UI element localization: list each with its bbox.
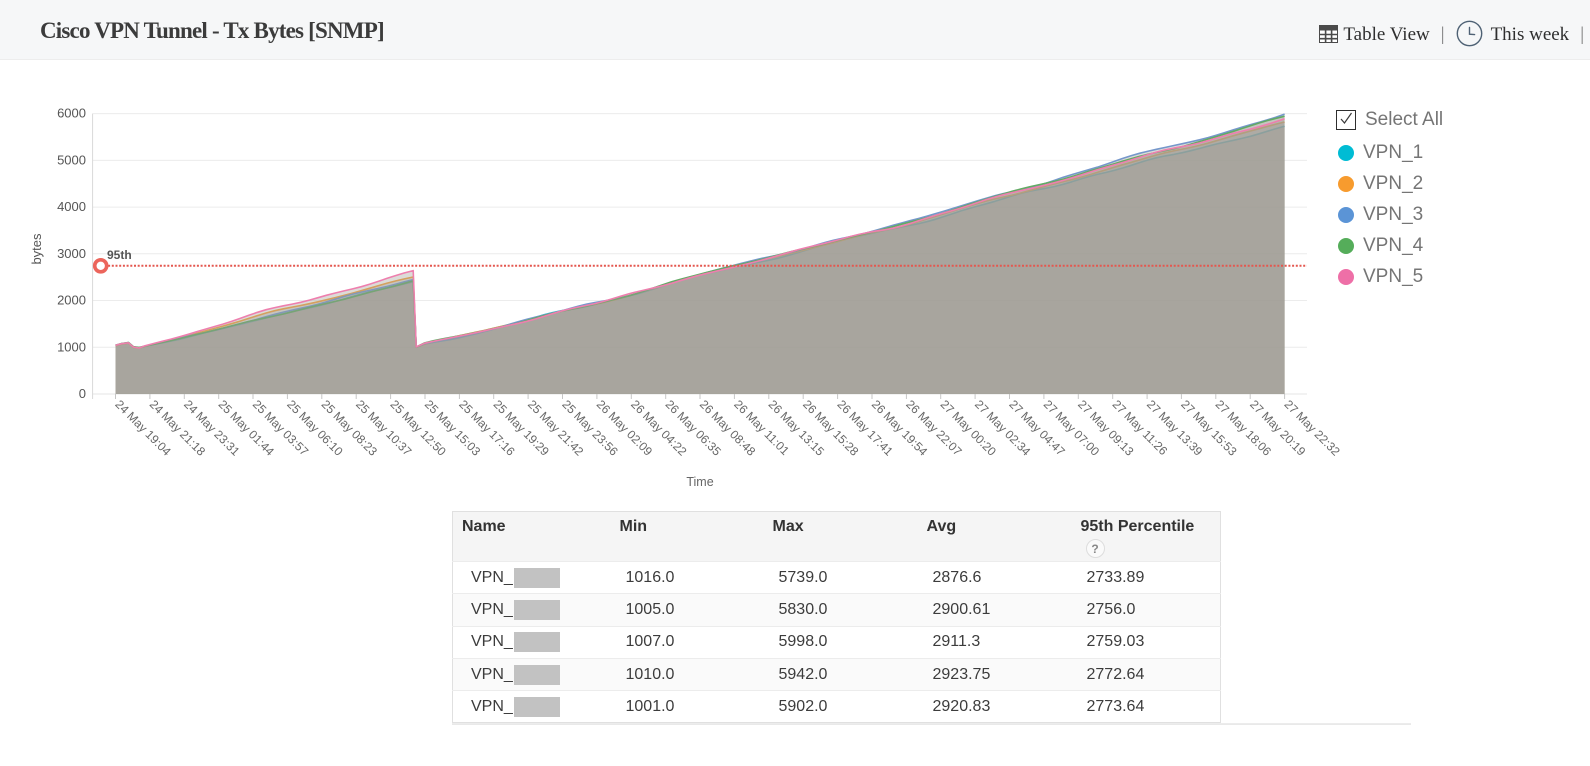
svg-text:95th: 95th (107, 248, 132, 262)
svg-text:bytes: bytes (29, 233, 44, 265)
svg-text:3000: 3000 (57, 246, 86, 261)
svg-text:Time: Time (686, 475, 713, 489)
svg-text:2000: 2000 (57, 293, 86, 308)
svg-text:5000: 5000 (57, 152, 86, 167)
svg-text:4000: 4000 (57, 199, 86, 214)
svg-text:6000: 6000 (57, 106, 86, 121)
svg-text:1000: 1000 (57, 339, 86, 354)
svg-text:0: 0 (79, 386, 86, 401)
